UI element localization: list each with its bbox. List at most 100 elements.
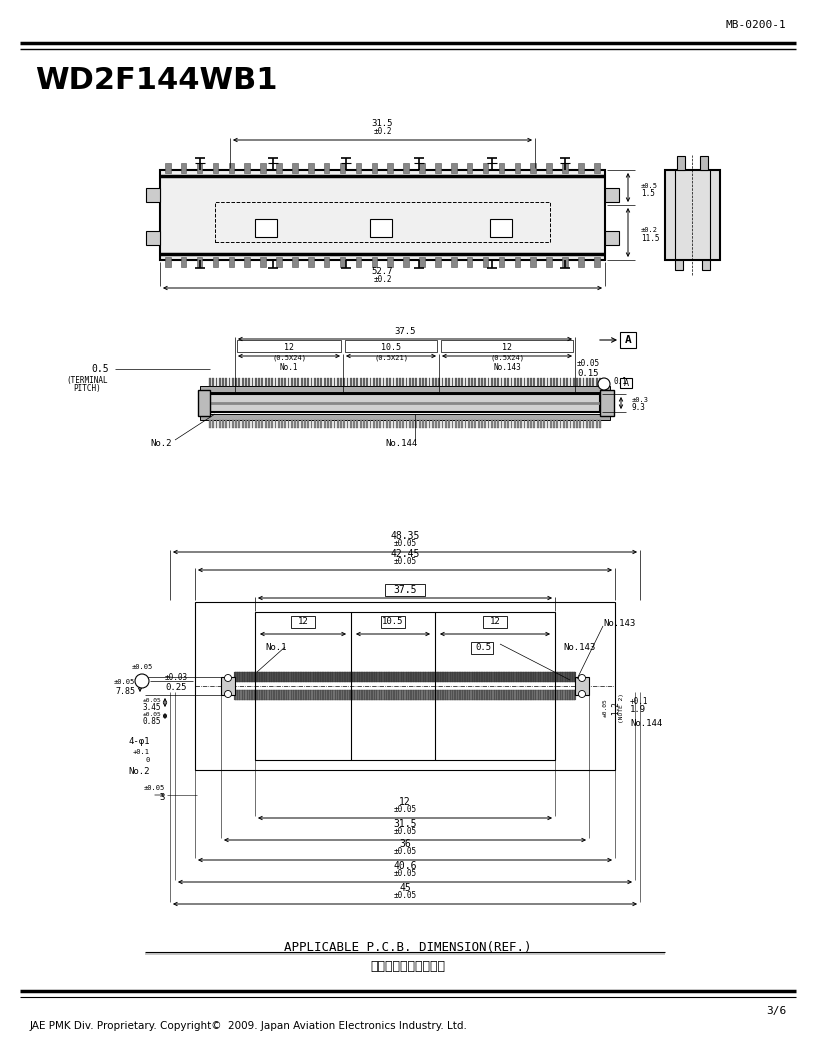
Bar: [264, 378, 267, 386]
Bar: [268, 672, 270, 682]
Bar: [562, 257, 568, 267]
Bar: [557, 378, 558, 386]
Text: 0.15: 0.15: [577, 369, 598, 377]
Bar: [461, 420, 463, 428]
Bar: [255, 219, 277, 237]
Bar: [266, 690, 268, 700]
Bar: [334, 420, 335, 428]
Bar: [508, 672, 509, 682]
Bar: [550, 690, 551, 700]
Bar: [435, 163, 441, 173]
Bar: [237, 690, 238, 700]
Bar: [543, 378, 545, 386]
Bar: [369, 672, 370, 682]
Bar: [528, 690, 529, 700]
Bar: [401, 672, 402, 682]
Bar: [550, 378, 552, 386]
Bar: [445, 420, 447, 428]
Bar: [360, 378, 361, 386]
Bar: [347, 378, 348, 386]
Bar: [364, 672, 366, 682]
Bar: [415, 672, 417, 682]
Bar: [474, 420, 477, 428]
Bar: [354, 690, 356, 700]
Text: (0.5X21): (0.5X21): [374, 355, 408, 361]
Bar: [264, 672, 265, 682]
Bar: [435, 690, 437, 700]
Bar: [383, 420, 384, 428]
Bar: [471, 420, 473, 428]
Bar: [384, 672, 385, 682]
Bar: [292, 257, 298, 267]
Bar: [258, 420, 260, 428]
Bar: [504, 378, 506, 386]
Text: 12: 12: [502, 343, 512, 353]
Bar: [572, 690, 573, 700]
Bar: [442, 672, 444, 682]
Bar: [347, 420, 348, 428]
Circle shape: [579, 675, 586, 681]
Bar: [418, 672, 419, 682]
Bar: [325, 672, 326, 682]
Bar: [357, 420, 358, 428]
Bar: [388, 163, 393, 173]
Bar: [530, 378, 532, 386]
Bar: [376, 672, 378, 682]
Bar: [450, 690, 451, 700]
Bar: [496, 690, 497, 700]
Bar: [399, 420, 401, 428]
Bar: [428, 420, 430, 428]
Bar: [359, 672, 361, 682]
Bar: [455, 420, 457, 428]
Bar: [324, 420, 326, 428]
Bar: [298, 420, 299, 428]
Bar: [538, 690, 539, 700]
Bar: [592, 420, 594, 428]
Bar: [242, 420, 243, 428]
Text: No.143: No.143: [603, 620, 635, 628]
Text: 3.45: 3.45: [143, 703, 161, 712]
Bar: [560, 420, 561, 428]
Bar: [448, 378, 450, 386]
Bar: [273, 690, 275, 700]
Bar: [261, 378, 264, 386]
Bar: [406, 420, 407, 428]
Bar: [330, 672, 331, 682]
Bar: [195, 602, 615, 770]
Bar: [373, 420, 375, 428]
Bar: [511, 420, 512, 428]
Bar: [503, 672, 504, 682]
Text: ±0.05: ±0.05: [393, 869, 416, 879]
Bar: [350, 420, 352, 428]
Bar: [271, 420, 273, 428]
Bar: [339, 257, 345, 267]
Bar: [521, 420, 522, 428]
Bar: [543, 420, 545, 428]
Bar: [353, 378, 355, 386]
Bar: [305, 672, 307, 682]
Bar: [464, 420, 467, 428]
Bar: [366, 420, 368, 428]
Bar: [451, 257, 456, 267]
Bar: [314, 378, 316, 386]
Text: A: A: [624, 335, 632, 345]
Bar: [215, 202, 550, 242]
Bar: [146, 188, 160, 202]
Bar: [501, 690, 502, 700]
Bar: [555, 690, 556, 700]
Bar: [445, 672, 446, 682]
Bar: [484, 690, 485, 700]
Bar: [339, 163, 345, 173]
Bar: [435, 378, 437, 386]
Bar: [288, 378, 290, 386]
Bar: [415, 378, 417, 386]
Bar: [560, 378, 561, 386]
Bar: [300, 672, 302, 682]
Bar: [210, 394, 600, 412]
Bar: [423, 690, 424, 700]
Bar: [552, 690, 553, 700]
Bar: [563, 378, 565, 386]
Bar: [418, 690, 419, 700]
Bar: [393, 672, 395, 682]
Bar: [330, 420, 332, 428]
